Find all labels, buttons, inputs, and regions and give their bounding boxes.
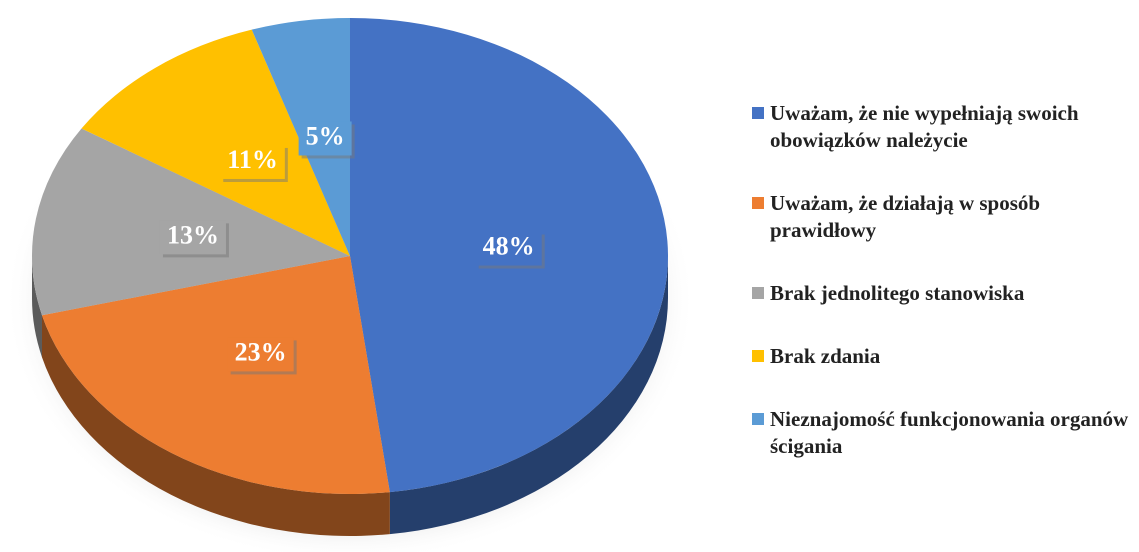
data-label: 23%: [235, 337, 287, 366]
data-label-box: [475, 231, 542, 266]
slice: [81, 29, 350, 257]
slice-side: [32, 256, 42, 358]
legend-label: Uważam, że działają w sposób prawidłowy: [770, 191, 1041, 242]
data-label: 11%: [227, 145, 278, 174]
data-label-box: [227, 337, 294, 372]
legend-label: Brak jednolitego stanowiska: [770, 281, 1025, 305]
data-label: 48%: [483, 231, 535, 260]
legend-label: Brak zdania: [770, 344, 881, 368]
legend-label: Uważam, że nie wypełniają swoich obowiąz…: [770, 101, 1079, 152]
data-label-box: [159, 220, 226, 255]
legend-entry: Nieznajomość funkcjonowania organów ścig…: [752, 406, 1138, 460]
legend-entry: Brak zdania: [752, 343, 1138, 370]
data-label: 13%: [167, 220, 219, 249]
legend-label: Nieznajomość funkcjonowania organów ścig…: [770, 407, 1129, 458]
pie-area: 48% 23% 13% 11% 5%: [5, 18, 695, 552]
legend-swatch: [752, 197, 764, 209]
data-label-box: [220, 144, 285, 179]
data-label-box: [298, 121, 352, 156]
slice-side: [389, 256, 668, 535]
legend-swatch: [752, 287, 764, 299]
legend-entry: Uważam, że nie wypełniają swoich obowiąz…: [752, 100, 1138, 154]
legend-entry: Uważam, że działają w sposób prawidłowy: [752, 190, 1138, 244]
legend-swatch: [752, 413, 764, 425]
slice: [41, 256, 390, 494]
legend-swatch: [752, 350, 764, 362]
legend: Uważam, że nie wypełniają swoich obowiąz…: [752, 100, 1138, 460]
legend-entry: Brak jednolitego stanowiska: [752, 280, 1138, 307]
slice-side: [41, 315, 390, 536]
data-label: 5%: [306, 121, 345, 150]
legend-swatch: [752, 107, 764, 119]
